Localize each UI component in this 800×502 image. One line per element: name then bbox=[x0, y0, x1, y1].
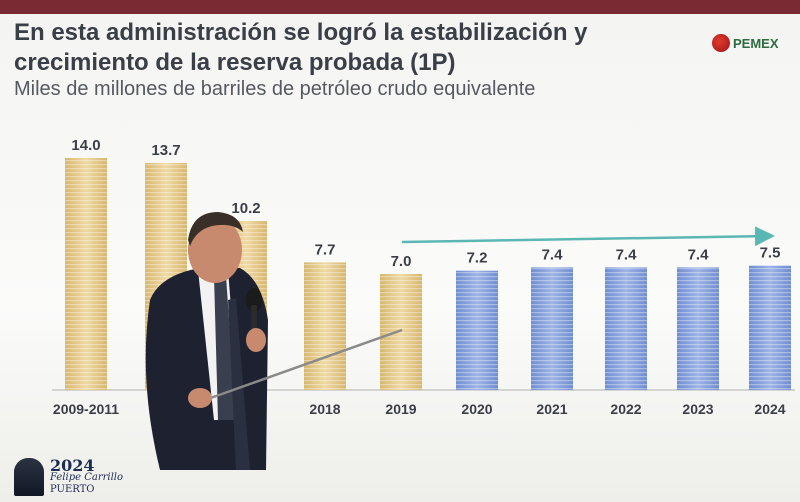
bar-value-label: 13.7 bbox=[151, 142, 180, 159]
footer-logo: 2024 Felipe Carrillo PUERTO bbox=[14, 458, 123, 496]
bar-value-label: 14.0 bbox=[71, 137, 100, 154]
bar-texture bbox=[65, 158, 107, 390]
x-tick-label: 2021 bbox=[536, 401, 567, 417]
bar-texture bbox=[749, 265, 791, 390]
x-tick-label: 2022 bbox=[610, 401, 641, 417]
pemex-drop-icon bbox=[712, 34, 730, 52]
x-tick-label: 2024 bbox=[754, 401, 785, 417]
footer-name: Felipe Carrillo bbox=[50, 472, 123, 483]
slide-title: En esta administración se logró la estab… bbox=[14, 19, 588, 76]
presentation-screen bbox=[0, 14, 800, 502]
bar-value-label: 7.7 bbox=[315, 241, 336, 258]
x-tick-label: 2023 bbox=[682, 401, 713, 417]
bar-value-label: 7.2 bbox=[467, 250, 488, 267]
bar-texture bbox=[605, 267, 647, 390]
bar-texture bbox=[677, 267, 719, 390]
trend-arrow bbox=[401, 226, 775, 247]
x-tick-label: 2009-2011 bbox=[53, 401, 119, 417]
bar-value-label: 7.4 bbox=[542, 246, 564, 263]
bar-value-label: 7.0 bbox=[391, 253, 412, 270]
bar-texture bbox=[531, 267, 573, 390]
pemex-logo: PEMEX bbox=[712, 34, 779, 52]
bar-value-label: 7.4 bbox=[616, 246, 638, 263]
footer-year: 2024 bbox=[50, 456, 95, 475]
x-tick-label: 2018 bbox=[309, 401, 340, 417]
bar-texture bbox=[380, 274, 422, 390]
slide-subtitle: Miles de millones de barriles de petróle… bbox=[14, 78, 536, 100]
bar-value-label: 7.4 bbox=[688, 246, 710, 263]
portrait-icon bbox=[14, 458, 44, 496]
pemex-logo-text: PEMEX bbox=[733, 35, 779, 51]
bar-value-label: 10.2 bbox=[231, 200, 260, 217]
x-tick-label: 2019 bbox=[385, 401, 416, 417]
bar-value-label: 7.5 bbox=[760, 245, 781, 262]
bar-texture bbox=[304, 262, 346, 390]
footer-place: PUERTO bbox=[50, 484, 95, 495]
bar-texture bbox=[456, 270, 498, 390]
x-tick-label: 2020 bbox=[461, 401, 492, 417]
